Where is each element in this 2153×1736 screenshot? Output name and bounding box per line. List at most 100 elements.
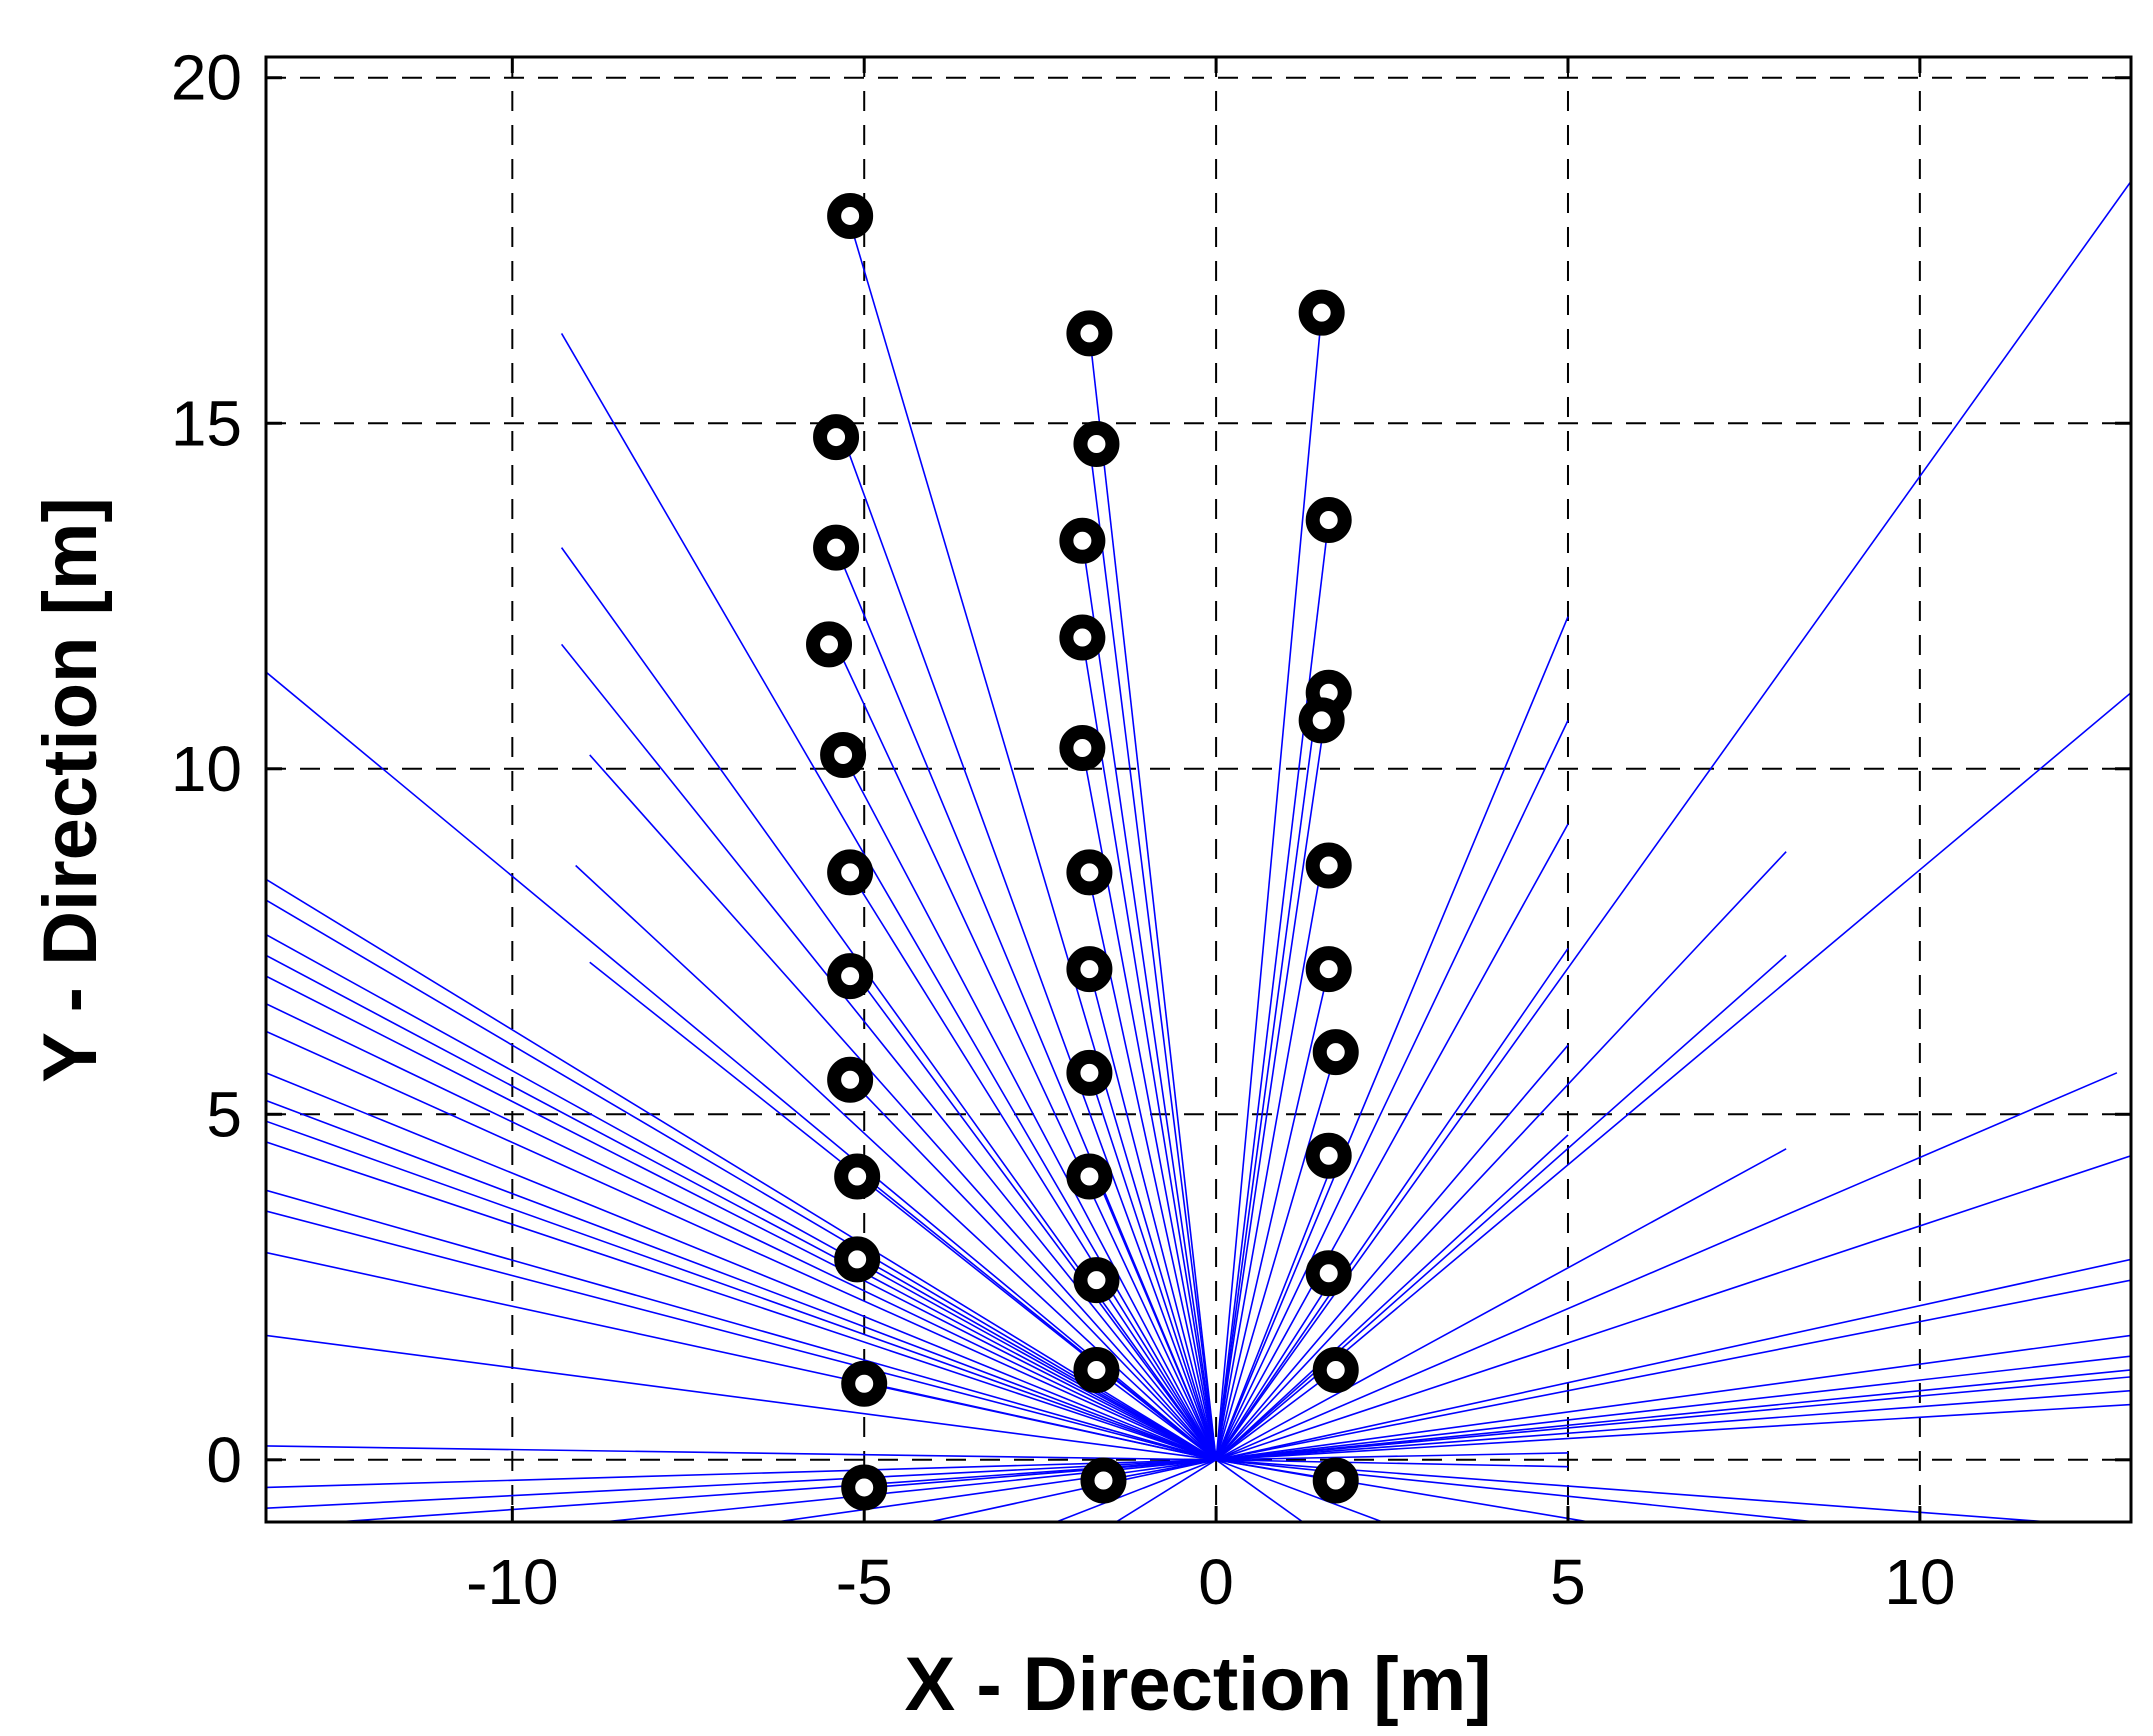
laser-beam [1215,720,1316,1460]
axis-ticks [266,57,2131,1522]
tree-marker [1066,849,1113,896]
x-tick-label: -5 [836,1546,893,1618]
y-tick-labels: 0 5 10 15 20 [171,42,242,1496]
x-axis-label: X - Direction [m] [905,1642,1492,1727]
laser-beam [1215,1369,1337,1461]
tree-marker [1312,1457,1359,1504]
laser-beam [1081,637,1217,1460]
laser-beam [266,878,1217,1461]
laser-beam [1095,1176,1217,1461]
tree-marker [1073,420,1120,467]
detected-trees-series [806,192,1359,1511]
tree-marker [813,414,860,461]
laser-beam [1081,540,1217,1460]
tree-marker [1066,946,1113,993]
x-tick-label: 0 [1198,1546,1234,1618]
tree-marker [1059,725,1106,772]
laser-beam [1216,1369,2131,1461]
laser-beam [1216,1403,2131,1461]
tree-marker [1298,289,1345,336]
tree-marker [1059,517,1106,564]
x-tick-label: 5 [1550,1546,1586,1618]
laser-beam [1215,1148,1787,1461]
laser-beam [1088,443,1217,1460]
laser-beam [856,975,1217,1461]
tree-marker [1305,1132,1352,1179]
tree-marker [827,849,874,896]
laser-beam [1215,1459,1595,1522]
laser-beam-series [266,180,2131,1522]
y-tick-label: 10 [171,733,242,805]
laser-beam [1215,1051,1337,1461]
laser-beam [1215,1154,2131,1461]
laser-beam [266,1189,1217,1461]
laser-beam [1215,1044,1569,1461]
laser-beam [266,954,1217,1461]
laser-beam [1215,851,1787,1461]
tree-marker [1305,946,1352,993]
laser-beam [266,1210,1217,1461]
tree-marker [1305,1250,1352,1297]
laser-beam [1088,968,1217,1461]
laser-beam [1215,180,2131,1461]
x-tick-labels: -10 -5 0 5 10 [466,1546,1955,1618]
laser-beam [1215,692,2131,1461]
tree-marker [1073,1257,1120,1304]
laser-beam [1215,616,1569,1461]
tree-marker [834,1236,881,1283]
tree-marker [1305,496,1352,543]
laser-beam [1215,312,1323,1460]
laser-beam [1216,1376,2131,1461]
tree-marker [841,1360,888,1407]
laser-beam [266,933,1217,1461]
laser-beam [1215,1459,1305,1522]
laser-beam [266,1003,1217,1461]
laser-beam [1215,692,1330,1460]
laser-beam [1215,1459,1386,1522]
laser-beam [1216,1452,1568,1461]
y-tick-label: 0 [206,1424,242,1496]
grid-lines [266,57,2131,1522]
y-axis-label: Y - Direction [m] [28,497,113,1083]
laser-beam [589,754,1217,1461]
laser-beam [1088,1072,1217,1461]
laser-beam [266,1141,1217,1461]
laser-beam [1216,1459,2061,1522]
laser-beam [925,1459,1217,1522]
laser-beam [856,1086,1217,1461]
laser-beam [1114,1459,1217,1522]
laser-beam [266,1072,1217,1461]
y-tick-label: 20 [171,42,242,114]
laser-beam [1215,1155,1337,1461]
laser-beam [266,1445,1217,1461]
tree-marker [827,953,874,1000]
laser-beam [1215,947,1569,1461]
laser-beam [266,671,1217,1461]
laser-beam [266,1334,1217,1461]
laser-beam [266,1251,1217,1461]
laser-beam [1215,1072,2118,1461]
tree-marker [1305,842,1352,889]
y-tick-label: 5 [206,1078,242,1150]
x-tick-label: -10 [466,1546,559,1618]
tree-marker [1298,697,1345,744]
plot-frame [264,55,2133,1524]
laser-beam [266,1459,1217,1509]
laser-beam [266,899,1217,1461]
x-tick-label: 10 [1884,1546,1955,1618]
tree-marker [1059,614,1106,661]
laser-beam [1215,720,1569,1461]
tree-marker [841,1464,888,1511]
laser-beam [1215,519,1330,1460]
laser-beam [560,547,1217,1461]
laser-beam [849,872,1217,1461]
tree-marker [820,731,867,778]
laser-beam [266,975,1217,1461]
laser-beam [324,1459,1217,1522]
laser-beam [849,222,1217,1461]
tree-marker [1073,1346,1120,1393]
tree-marker [1312,1346,1359,1393]
tree-marker [834,1153,881,1200]
laser-beam [1095,1279,1217,1461]
